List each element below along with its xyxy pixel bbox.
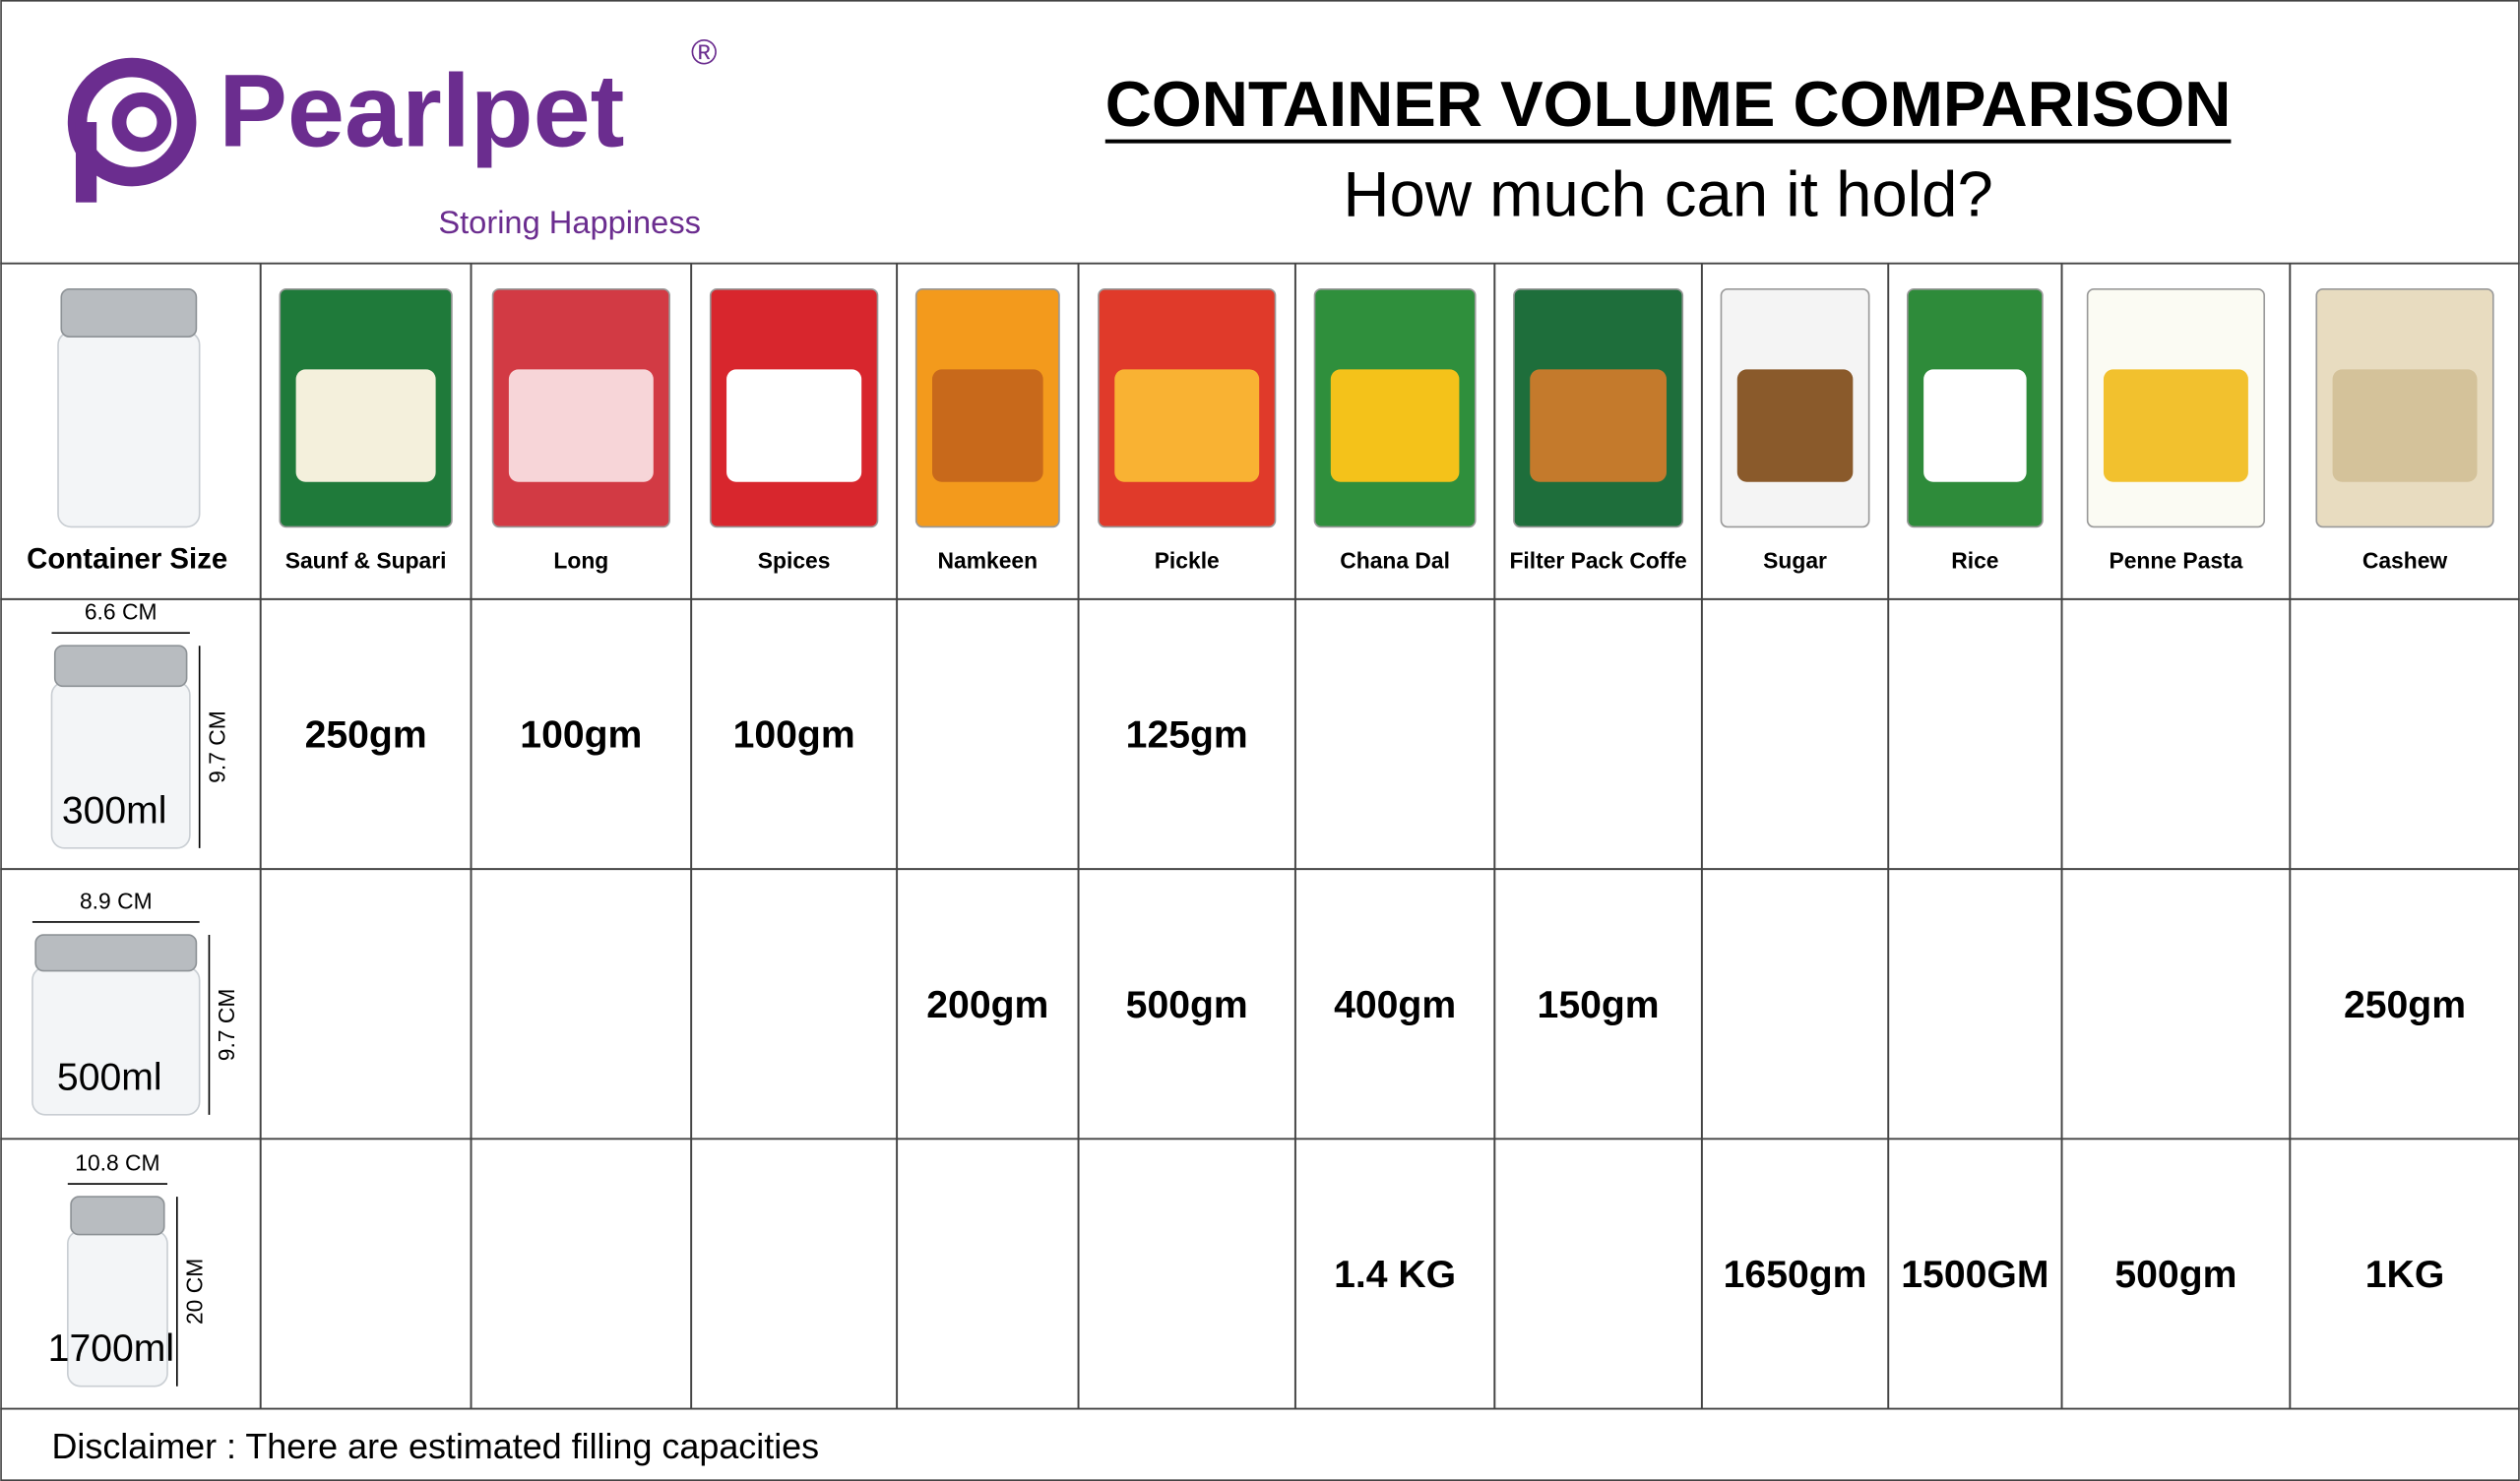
product-window (1530, 369, 1667, 482)
width-label: 10.8 CM (75, 1149, 159, 1175)
product-label: Penne Pasta (2109, 547, 2242, 573)
product-window (726, 369, 862, 482)
product-label: Rice (1951, 547, 1998, 573)
volume-label: 1700ml (48, 1327, 174, 1370)
capacity-value: 250gm (305, 714, 427, 757)
width-label: 6.6 CM (85, 599, 158, 625)
corner-label: Container Size (27, 542, 227, 575)
jar-icon (32, 934, 201, 1116)
product-window (1923, 369, 2027, 482)
height-label: 9.7 CM (204, 710, 229, 783)
capacity-value: 250gm (2344, 984, 2466, 1026)
capacity-value: 100gm (520, 714, 642, 757)
capacity-value: 100gm (733, 714, 855, 757)
capacity-value: 150gm (1538, 984, 1660, 1026)
product-label: Cashew (2362, 547, 2448, 573)
capacity-value: 125gm (1126, 714, 1248, 757)
height-label: 9.7 CM (214, 989, 239, 1062)
subtitle: How much can it hold? (1343, 158, 1992, 230)
volume-label: 500ml (57, 1056, 162, 1098)
capacity-value: 500gm (2114, 1254, 2236, 1296)
jar-lid (60, 288, 198, 338)
jar-icon (57, 288, 201, 528)
product-label: Spices (758, 547, 831, 573)
product-window (1736, 369, 1854, 482)
jar-lid (53, 645, 188, 688)
product-window (508, 369, 654, 482)
product-label: Filter Pack Coffe (1509, 547, 1686, 573)
logo-mark (67, 57, 197, 203)
width-label: 8.9 CM (80, 888, 153, 913)
capacity-value: 400gm (1334, 984, 1456, 1026)
capacity-value: 200gm (926, 984, 1048, 1026)
product-label: Long (553, 547, 608, 573)
jar-lid (34, 934, 198, 972)
capacity-value: 1.4 KG (1334, 1254, 1456, 1296)
product-window (1330, 369, 1460, 482)
product-label: Chana Dal (1340, 547, 1450, 573)
product-window (2332, 369, 2478, 482)
capacity-value: 500gm (1126, 984, 1248, 1026)
height-label: 20 CM (181, 1259, 207, 1325)
product-label: Saunf & Supari (285, 547, 447, 573)
capacity-value: 1KG (2365, 1254, 2445, 1296)
jar-body (57, 331, 201, 528)
volume-label: 300ml (62, 789, 167, 832)
capacity-value: 1650gm (1724, 1254, 1867, 1296)
jar-icon (67, 1196, 168, 1388)
brand: Pearlpet (219, 53, 624, 168)
product-window (2103, 369, 2248, 482)
title: CONTAINER VOLUME COMPARISON (1105, 68, 2232, 140)
jar-icon (50, 645, 191, 849)
disclaimer: Disclaimer : There are estimated filling… (51, 1426, 819, 1466)
capacity-value: 1500GM (1901, 1254, 2048, 1296)
product-window (932, 369, 1043, 482)
tagline: Storing Happiness (438, 204, 701, 240)
product-window (295, 369, 436, 482)
product-label: Sugar (1763, 547, 1827, 573)
product-label: Namkeen (938, 547, 1039, 573)
jar-lid (70, 1196, 165, 1236)
product-label: Pickle (1155, 547, 1220, 573)
product-window (1114, 369, 1260, 482)
registered-mark: ® (691, 31, 717, 72)
